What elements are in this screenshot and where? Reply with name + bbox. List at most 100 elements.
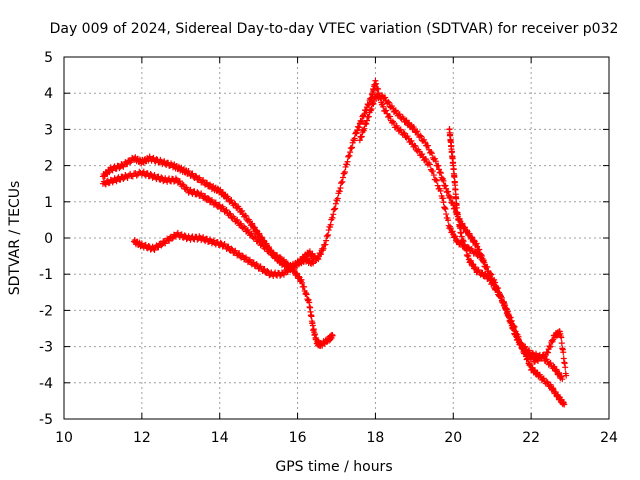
data-point — [345, 153, 352, 160]
data-point — [228, 197, 235, 204]
x-tick-label: 14 — [211, 430, 229, 446]
data-point — [216, 202, 223, 209]
data-point — [361, 125, 368, 132]
data-point — [234, 216, 241, 223]
data-point — [295, 273, 302, 280]
data-point — [518, 340, 525, 347]
data-point — [264, 267, 271, 274]
data-point — [561, 401, 568, 408]
data-point — [200, 177, 207, 184]
data-point — [337, 185, 344, 192]
data-point — [244, 226, 251, 233]
data-point — [387, 113, 394, 120]
data-point — [427, 149, 434, 156]
data-point — [556, 369, 563, 376]
data-point — [348, 145, 355, 152]
data-point — [445, 188, 452, 195]
data-point — [507, 314, 514, 321]
data-point — [432, 176, 439, 183]
data-point — [349, 144, 356, 151]
data-point — [463, 251, 470, 258]
data-point — [543, 378, 550, 385]
y-tick-labels: -5 -4 -3 -2 -1 0 1 2 3 4 5 — [39, 50, 53, 428]
data-point — [547, 343, 554, 350]
grid-lines — [64, 57, 609, 419]
data-point — [331, 206, 338, 213]
data-point — [416, 148, 423, 155]
data-point — [445, 217, 452, 224]
data-point — [150, 154, 157, 161]
data-point — [354, 127, 361, 134]
data-point — [424, 142, 431, 149]
data-point — [287, 267, 294, 274]
data-point — [305, 296, 312, 303]
data-point — [480, 257, 487, 264]
y-tick-label: -3 — [39, 340, 53, 356]
data-point — [417, 132, 424, 139]
data-point — [465, 252, 472, 259]
data-point — [397, 126, 404, 133]
x-tick-label: 10 — [55, 430, 73, 446]
data-point — [433, 177, 440, 184]
y-tick-label: 1 — [44, 195, 53, 211]
data-point — [240, 253, 247, 260]
data-point — [301, 283, 308, 290]
data-point — [365, 102, 372, 109]
data-point — [239, 252, 246, 259]
data-point — [558, 340, 565, 347]
data-point — [325, 227, 332, 234]
data-point — [435, 162, 442, 169]
data-point — [458, 233, 465, 240]
data-point — [458, 229, 465, 236]
data-point — [277, 253, 284, 260]
data-point — [178, 231, 185, 238]
data-point — [469, 261, 476, 268]
data-point — [418, 133, 425, 140]
data-point — [303, 290, 310, 297]
data-point — [396, 111, 403, 118]
data-point — [478, 253, 485, 260]
data-point — [484, 263, 491, 270]
data-point — [449, 199, 456, 206]
data-point — [214, 238, 221, 245]
data-point — [443, 211, 450, 218]
data-point — [194, 189, 201, 196]
data-point — [169, 235, 176, 242]
data-point — [358, 118, 365, 125]
data-point — [436, 166, 443, 173]
data-point — [346, 152, 353, 159]
data-point — [452, 233, 459, 240]
data-point — [474, 243, 481, 250]
data-point — [560, 349, 567, 356]
x-tick-label: 24 — [600, 430, 618, 446]
data-point — [327, 221, 334, 228]
x-tick-labels: 10 12 14 16 18 20 22 24 — [55, 430, 618, 446]
data-point — [522, 347, 529, 354]
data-point — [298, 276, 305, 283]
data-point — [548, 337, 555, 344]
data-point — [432, 158, 439, 165]
data-point — [246, 256, 253, 263]
data-point — [469, 234, 476, 241]
data-point — [375, 85, 382, 92]
data-point — [147, 170, 154, 177]
data-point — [423, 156, 430, 163]
data-point — [325, 231, 332, 238]
data-point — [454, 237, 461, 244]
data-point — [467, 257, 474, 264]
data-point — [145, 242, 152, 249]
data-point — [249, 220, 256, 227]
data-point — [362, 120, 369, 127]
y-tick-label: 5 — [44, 50, 53, 66]
data-point — [400, 129, 407, 136]
data-point — [309, 259, 316, 266]
chart-title: Day 009 of 2024, Sidereal Day-to-day VTE… — [50, 21, 619, 37]
data-point — [338, 180, 345, 187]
data-point — [228, 245, 235, 252]
data-point — [215, 201, 222, 208]
data-point — [120, 163, 127, 170]
data-point — [494, 287, 501, 294]
data-point — [358, 117, 365, 124]
data-point — [323, 237, 330, 244]
